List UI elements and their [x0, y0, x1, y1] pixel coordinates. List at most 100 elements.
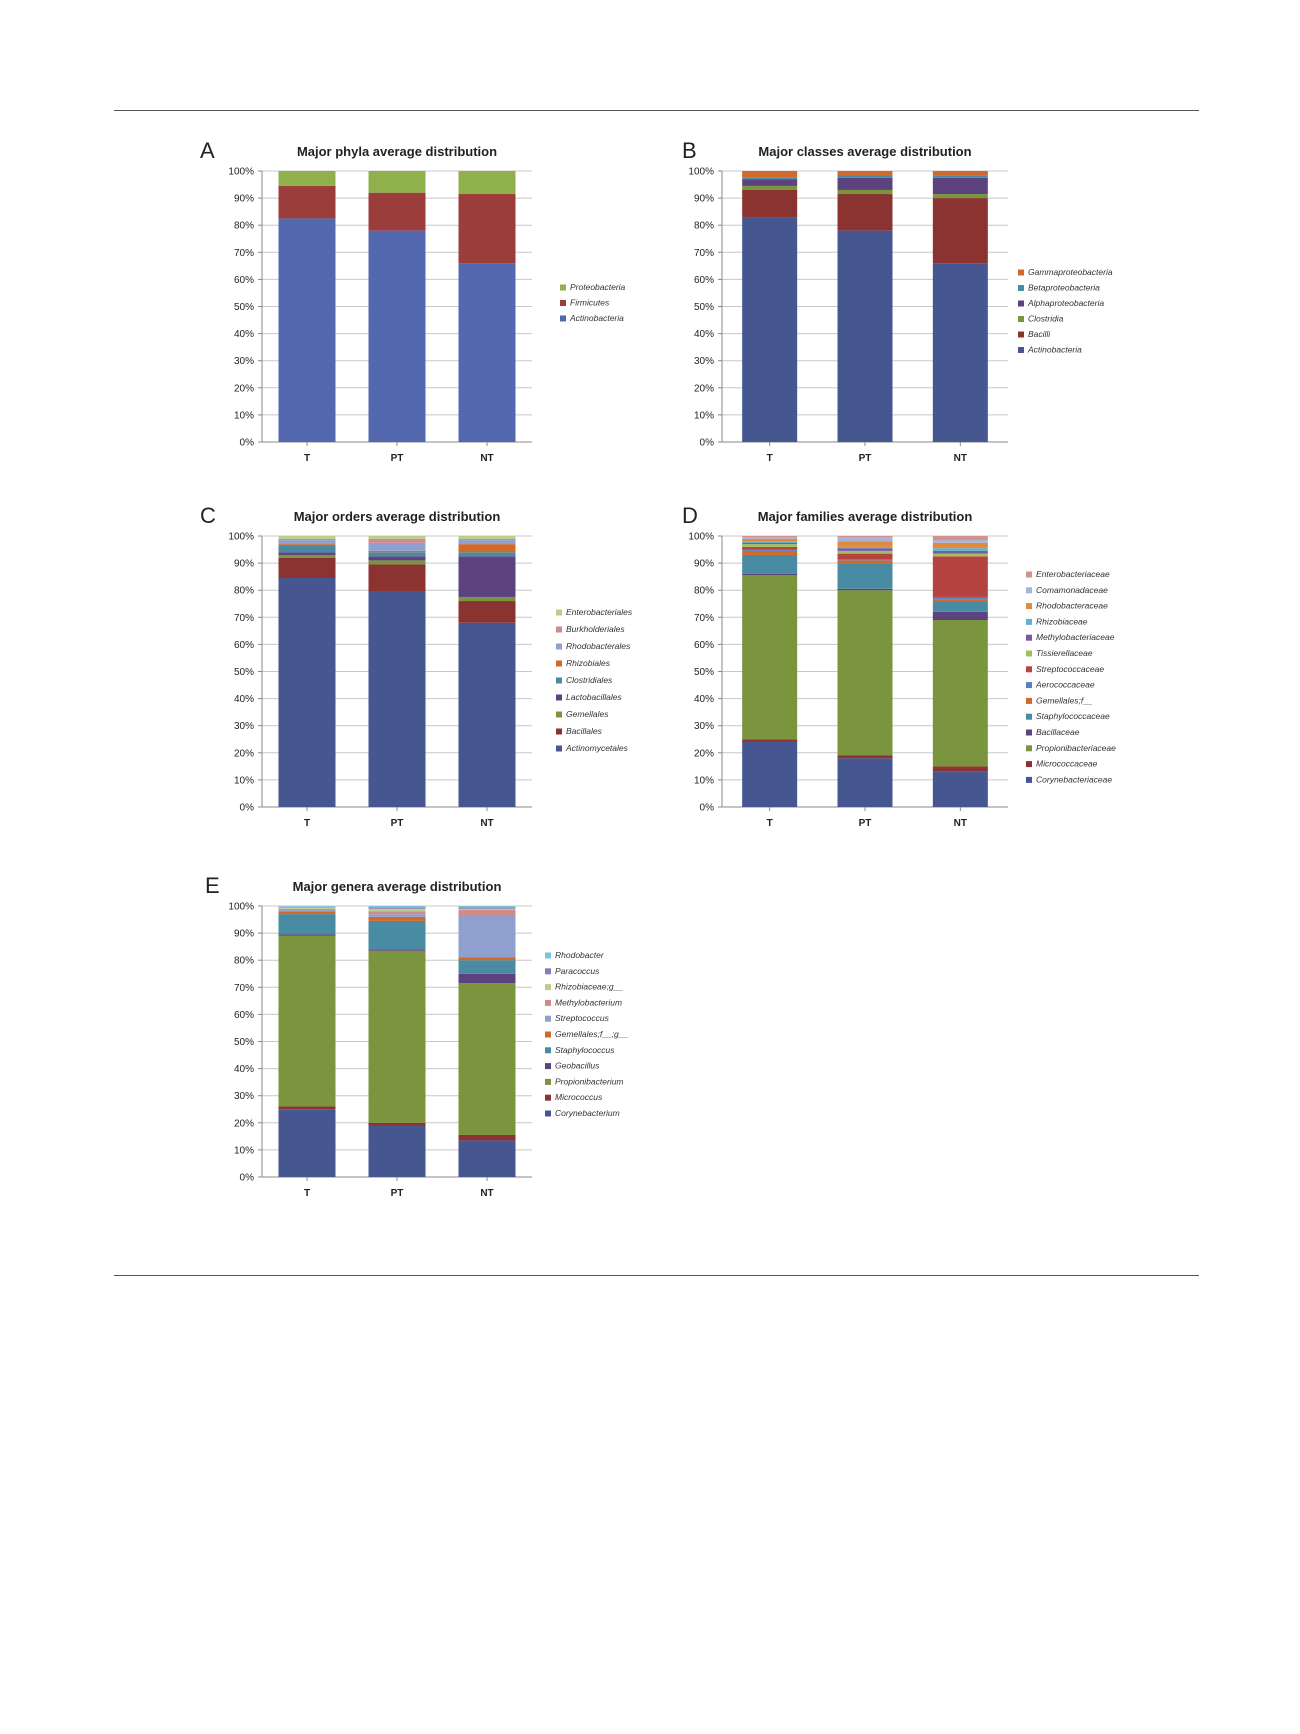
legend-label: Streptococcaceae [1036, 664, 1104, 674]
x-category-label: T [304, 818, 310, 829]
bar-segment-actinobacteria [278, 218, 336, 442]
bar-segment-actinobacteria [742, 217, 798, 442]
y-tick-label: 100% [228, 902, 254, 913]
legend-label: Actinobacteria [1027, 345, 1082, 355]
legend-swatch [560, 315, 566, 322]
bar-segment-rhodobacterales [278, 540, 336, 545]
y-tick-label: 50% [234, 1037, 254, 1048]
legend-swatch [1026, 761, 1032, 768]
bar-segment-staphylococcaceae [742, 554, 798, 574]
legend-swatch [545, 1094, 551, 1101]
legend-label: Corynebacterium [555, 1108, 620, 1118]
legend-swatch [556, 677, 562, 684]
y-tick-label: 40% [694, 694, 714, 705]
legend-swatch [1026, 776, 1032, 783]
bar-segment-alphaproteobacteria [742, 179, 798, 186]
bar-segment-bacilli [837, 194, 893, 231]
bar-segment-rhizobiaceae [837, 546, 893, 549]
bar-segment-gemellales [458, 596, 516, 602]
bar-segment-bacilli [932, 198, 988, 264]
legend-label: Gemellales [566, 709, 609, 719]
bar-segment-clostridia [932, 194, 988, 199]
bar-segment-propionibacteriaceae [742, 575, 798, 740]
bar-segment-proteobacteria [278, 171, 336, 186]
bar-segment-gammaproteobacteria [932, 171, 988, 176]
chart-title: Major genera average distribution [293, 879, 502, 894]
legend-label: Gemellales;f__;g__ [555, 1029, 629, 1039]
y-tick-label: 60% [234, 640, 254, 651]
bar-segment-enterobacteriaceae [837, 536, 893, 538]
chart-title: Major orders average distribution [294, 509, 501, 524]
bar-segment-enterobacteriaceae [932, 536, 988, 541]
bar-segment-rhodobacter [368, 906, 426, 908]
bar-segment-enterobacteriaceae [742, 536, 798, 538]
legend-label: Alphaproteobacteria [1027, 298, 1104, 308]
bar-segment-corynebacterium [278, 1109, 336, 1177]
y-tick-label: 80% [694, 221, 714, 232]
legend-swatch [1026, 571, 1032, 578]
bar-segment-propionibacterium [278, 935, 336, 1107]
bar-segment-tissierellaceae [837, 550, 893, 554]
bar-segment-streptococcaceae [837, 553, 893, 560]
bar-segment-bacillaceae [742, 573, 798, 576]
chart-panel-b: B Major classes average distribution 0% 10%… [682, 138, 1113, 464]
bar-segment-methylobacterium [458, 910, 516, 916]
legend-swatch [1026, 603, 1032, 610]
legend-swatch [545, 1015, 551, 1022]
bar-segment-paracoccus [368, 907, 426, 909]
bar-segment-gammaproteobacteria [837, 171, 893, 176]
bar-segment-firmicutes [368, 192, 426, 231]
legend-swatch [1026, 618, 1032, 625]
x-category-label: NT [954, 818, 967, 829]
legend-swatch [556, 660, 562, 667]
panel-letter: A [200, 138, 215, 163]
y-tick-label: 20% [234, 1118, 254, 1129]
bar-segment-bacillales [458, 601, 516, 623]
legend-swatch [1026, 745, 1032, 752]
chart-title: Major families average distribution [758, 509, 973, 524]
legend-swatch [556, 728, 562, 735]
bar-segment-betaproteobacteria [742, 177, 798, 180]
bar-segment-lactobacillales [278, 552, 336, 555]
y-tick-label: 80% [694, 586, 714, 597]
legend-swatch [1026, 587, 1032, 594]
bar-segment-firmicutes [458, 194, 516, 264]
bar-segment-tissierellaceae [742, 544, 798, 547]
x-category-label: NT [954, 453, 967, 464]
chart-title: Major phyla average distribution [297, 144, 497, 159]
legend-label: Bacillales [566, 726, 603, 736]
bar-segment-rhizobiaceae [932, 548, 988, 551]
legend-label: Bacilli [1028, 329, 1051, 339]
chart-panel-e: E Major genera average distribution 0% 10% 2… [205, 873, 629, 1199]
y-tick-label: 70% [694, 613, 714, 624]
bar-segment-paracoccus [458, 907, 516, 909]
bar-segment-comamonadaceae [742, 537, 798, 539]
legend-swatch [556, 711, 562, 718]
bar-segment-micrococcus [278, 1106, 336, 1110]
legend-label: Clostridiales [566, 675, 613, 685]
bar-segment-corynebacteriaceae [742, 741, 798, 807]
bar-segment-proteobacteria [458, 171, 516, 195]
y-tick-label: 30% [694, 356, 714, 367]
bar-segment-actinobacteria [458, 263, 516, 442]
y-tick-label: 90% [694, 194, 714, 205]
legend-swatch [545, 968, 551, 975]
bar-segment-gemellales [278, 554, 336, 558]
bar-segment-rhizobiaceae-g [278, 907, 336, 909]
bar-segment-clostridia [837, 189, 893, 195]
legend-label: Betaproteobacteria [1028, 283, 1100, 293]
legend-swatch [1018, 316, 1024, 322]
bar-segment-streptococcus [458, 915, 516, 958]
y-tick-label: 70% [694, 248, 714, 259]
legend-label: Enterobacteriaceae [1036, 569, 1110, 579]
bar-segment-corynebacterium [368, 1125, 426, 1177]
y-tick-label: 90% [234, 194, 254, 205]
bar-segment-methylobacteriaceae [742, 542, 798, 545]
y-tick-label: 0% [240, 1173, 255, 1184]
y-tick-label: 30% [234, 721, 254, 732]
bar-segment-actinobacteria [837, 230, 893, 442]
x-category-label: PT [859, 818, 872, 829]
legend-label: Proteobacteria [570, 282, 626, 292]
bottom-rule [114, 1275, 1199, 1276]
x-category-label: PT [391, 453, 404, 464]
